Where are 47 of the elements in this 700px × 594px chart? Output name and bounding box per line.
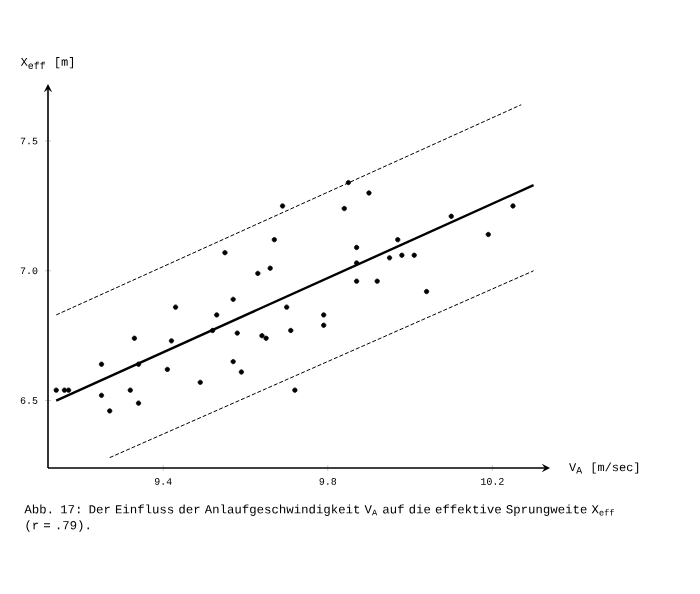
point	[354, 260, 360, 266]
point	[65, 387, 72, 393]
point	[131, 335, 137, 341]
point	[345, 180, 351, 186]
point	[230, 359, 236, 365]
point	[259, 333, 265, 339]
point	[127, 387, 133, 393]
point	[510, 203, 516, 209]
point	[53, 387, 59, 393]
point	[135, 400, 142, 406]
point	[354, 278, 360, 284]
point	[234, 330, 240, 336]
point	[485, 231, 491, 238]
point	[386, 255, 393, 261]
point	[288, 327, 294, 334]
point	[172, 304, 179, 310]
point	[222, 250, 228, 256]
point	[374, 278, 380, 284]
point	[423, 288, 430, 295]
point	[197, 379, 203, 385]
point	[284, 304, 290, 310]
point	[279, 203, 286, 209]
point	[399, 252, 405, 258]
point	[366, 190, 372, 196]
point	[395, 237, 401, 243]
point	[321, 312, 327, 318]
point	[61, 387, 68, 393]
point	[98, 392, 105, 398]
point	[168, 338, 175, 344]
point	[135, 361, 142, 367]
point	[214, 312, 220, 318]
point	[210, 327, 216, 334]
point	[341, 205, 347, 212]
point	[255, 270, 261, 276]
point	[271, 237, 277, 243]
point	[98, 361, 105, 367]
point	[107, 408, 113, 414]
point	[263, 335, 269, 341]
point	[230, 296, 236, 302]
point	[164, 366, 170, 372]
point	[238, 369, 244, 375]
point	[448, 213, 454, 219]
point	[411, 252, 417, 258]
point	[354, 244, 360, 251]
point	[292, 387, 298, 393]
point	[267, 265, 273, 271]
point	[321, 322, 327, 328]
